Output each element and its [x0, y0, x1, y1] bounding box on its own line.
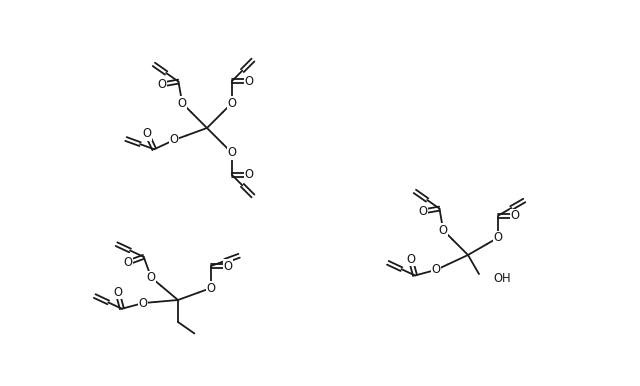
- Text: O: O: [244, 75, 253, 88]
- Text: O: O: [223, 259, 232, 273]
- Text: O: O: [227, 146, 236, 159]
- Text: O: O: [406, 252, 415, 266]
- Text: O: O: [178, 97, 187, 110]
- Text: O: O: [439, 224, 448, 237]
- Text: O: O: [143, 127, 152, 141]
- Text: O: O: [511, 209, 520, 222]
- Text: O: O: [147, 271, 156, 284]
- Text: O: O: [139, 296, 148, 310]
- Text: O: O: [170, 134, 179, 146]
- Text: O: O: [206, 281, 216, 295]
- Text: O: O: [494, 231, 503, 244]
- Text: O: O: [244, 168, 253, 181]
- Text: O: O: [418, 205, 427, 218]
- Text: O: O: [157, 78, 166, 91]
- Text: O: O: [227, 97, 236, 110]
- Text: OH: OH: [493, 272, 511, 284]
- Text: O: O: [113, 286, 122, 299]
- Text: O: O: [123, 256, 132, 269]
- Text: O: O: [432, 263, 441, 276]
